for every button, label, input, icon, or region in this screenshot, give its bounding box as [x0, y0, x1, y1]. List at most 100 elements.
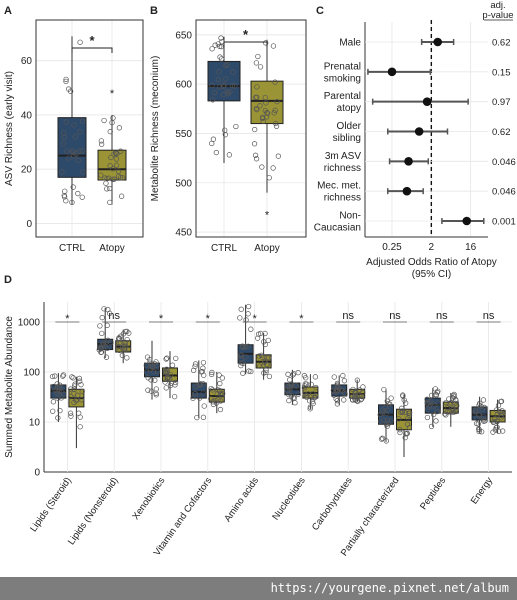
b-box-ctrl-point	[221, 82, 227, 88]
d-box-ctrl-point	[100, 340, 106, 346]
a-box-atopy-point	[108, 154, 114, 161]
d-box-atopy-point	[265, 337, 271, 344]
d-box-ctrl-point	[292, 400, 298, 406]
a-box-atopy-point	[98, 141, 105, 147]
a-box-atopy-point	[113, 156, 120, 162]
d-box-ctrl-point	[58, 395, 65, 401]
d-box-atopy-point	[162, 379, 168, 385]
d-box-atopy-point	[492, 416, 498, 422]
b-box-ctrl-point	[220, 91, 227, 98]
d-box-atopy-point	[306, 398, 313, 404]
d-box-atopy-point	[171, 393, 178, 400]
d-box-ctrl-point	[331, 392, 337, 398]
d-box-ctrl-point	[341, 389, 347, 396]
a-box-atopy-point	[116, 125, 123, 131]
d-box-atopy-point	[163, 356, 169, 362]
d-box-ctrl-point	[335, 387, 341, 393]
b-box-ctrl-point	[209, 46, 215, 52]
a-box-atopy-point	[110, 166, 116, 172]
b-box-ctrl-point	[216, 69, 222, 75]
b-box-ctrl-point	[224, 89, 230, 95]
d-xtick-label: Lipids (Steroid)	[28, 475, 74, 534]
d-box-ctrl-point	[334, 380, 341, 387]
b-box-ctrl-point	[215, 77, 221, 83]
b-box-ctrl-point	[217, 54, 223, 60]
c-pvalue: 0.046	[492, 157, 516, 168]
d-box-atopy-point	[495, 402, 502, 409]
d-xtick-label: Carbohydrates	[310, 475, 355, 533]
d-box-ctrl-point	[248, 326, 254, 332]
b-box-ctrl-point	[223, 76, 229, 82]
d-box-atopy-point	[444, 404, 451, 411]
b-box-atopy-point	[260, 118, 266, 125]
d-box-atopy-point	[360, 384, 366, 390]
d-box-ctrl-point	[476, 412, 482, 418]
b-box-atopy-point	[259, 114, 266, 120]
d-box-atopy-point	[356, 387, 363, 393]
d-box-ctrl-point	[287, 384, 293, 390]
d-box-ctrl-point	[380, 410, 386, 416]
d-box-ctrl-point	[479, 429, 485, 435]
d-box-atopy-point	[263, 369, 269, 376]
d-box-atopy-point	[452, 396, 459, 403]
a-ytick-label: 40	[21, 110, 33, 121]
b-significance-bracket	[223, 41, 268, 47]
d-box-ctrl-point	[383, 438, 389, 444]
d-box-atopy-point	[407, 410, 413, 416]
c-point-estimate	[402, 186, 412, 196]
d-box-ctrl-point	[475, 421, 481, 427]
d-box-atopy-point	[396, 416, 402, 422]
a-box-atopy-point	[101, 117, 107, 124]
d-box-ctrl-point	[194, 414, 200, 421]
d-box-atopy-point	[301, 385, 308, 391]
a-box-atopy-point	[109, 119, 115, 126]
d-box-ctrl-point	[478, 403, 484, 409]
a-box-ctrl-point	[70, 149, 76, 155]
a-box-ctrl-point	[63, 119, 69, 125]
d-box-atopy-point	[217, 398, 224, 404]
b-box-ctrl-point	[218, 35, 224, 41]
d-box-atopy-point	[305, 390, 311, 397]
d-box-atopy-point	[404, 430, 410, 436]
d-box-ctrl-point	[55, 415, 61, 421]
a-xtick-label: Atopy	[99, 243, 125, 254]
a-box-atopy-point	[106, 175, 112, 181]
a-box-atopy-point	[98, 172, 104, 178]
b-box-atopy-point	[263, 40, 269, 46]
b-box-ctrl-point	[232, 83, 238, 89]
d-box-atopy-point	[404, 421, 411, 427]
b-ytick-label: 650	[175, 30, 192, 41]
d-box-atopy-point	[210, 401, 217, 408]
d-box-ctrl-point	[245, 311, 251, 317]
d-box-atopy-point	[71, 383, 78, 389]
b-box-atopy-outlier: *	[265, 209, 270, 221]
d-box-atopy-point	[68, 386, 74, 392]
a-box-ctrl-point	[66, 155, 72, 161]
watermark-bar	[0, 577, 517, 600]
b-box-ctrl-point	[233, 123, 239, 130]
b-box-atopy-point	[253, 156, 260, 162]
b-box-atopy-point	[253, 60, 260, 66]
b-xtick-label: CTRL	[211, 243, 238, 254]
d-box-atopy-point	[116, 335, 123, 342]
c-point-estimate	[414, 127, 424, 136]
d-box-ctrl-point	[147, 357, 153, 363]
d-box-atopy-point	[398, 405, 405, 411]
a-xtick-label: CTRL	[59, 243, 86, 254]
d-box-ctrl-point	[57, 382, 63, 388]
d-box-ctrl-point	[98, 346, 104, 352]
d-box-atopy-point	[124, 355, 130, 361]
d-box-ctrl-point	[286, 391, 292, 398]
d-box-atopy-point	[116, 335, 122, 341]
d-box-atopy-point	[403, 400, 409, 406]
panel-label-c: C	[316, 5, 324, 17]
d-significance-label: *	[299, 313, 304, 325]
b-box-atopy-point	[270, 43, 277, 49]
d-box-atopy-point	[254, 335, 261, 341]
d-box-ctrl-point	[334, 398, 341, 404]
a-box-atopy-outlier: *	[110, 88, 115, 100]
d-box-atopy-point	[402, 409, 408, 416]
d-box-atopy-point	[302, 383, 308, 389]
d-box-atopy-point	[352, 389, 358, 395]
d-box-ctrl-point	[243, 343, 249, 350]
